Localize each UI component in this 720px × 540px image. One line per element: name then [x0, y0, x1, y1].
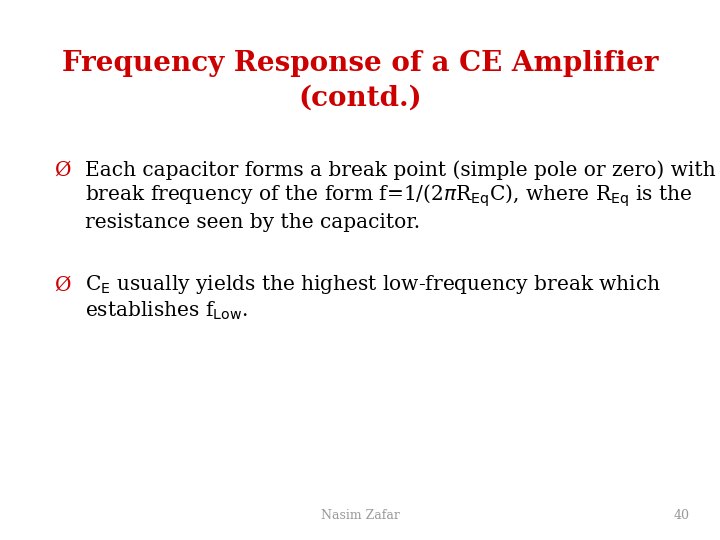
Text: 40: 40	[674, 509, 690, 522]
Text: break frequency of the form f=1/(2$\pi$R$_{\rm Eq}$C), where R$_{\rm Eq}$ is the: break frequency of the form f=1/(2$\pi$R…	[85, 183, 693, 209]
Text: resistance seen by the capacitor.: resistance seen by the capacitor.	[85, 213, 420, 232]
Text: Each capacitor forms a break point (simple pole or zero) with a: Each capacitor forms a break point (simp…	[85, 160, 720, 180]
Text: Frequency Response of a CE Amplifier
(contd.): Frequency Response of a CE Amplifier (co…	[62, 50, 658, 111]
Text: Nasim Zafar: Nasim Zafar	[320, 509, 400, 522]
Text: C$_{\rm E}$ usually yields the highest low-frequency break which: C$_{\rm E}$ usually yields the highest l…	[85, 273, 661, 296]
Text: establishes f$_{\rm Low}$.: establishes f$_{\rm Low}$.	[85, 300, 248, 322]
Text: Ø: Ø	[54, 275, 71, 294]
Text: Ø: Ø	[54, 160, 71, 179]
